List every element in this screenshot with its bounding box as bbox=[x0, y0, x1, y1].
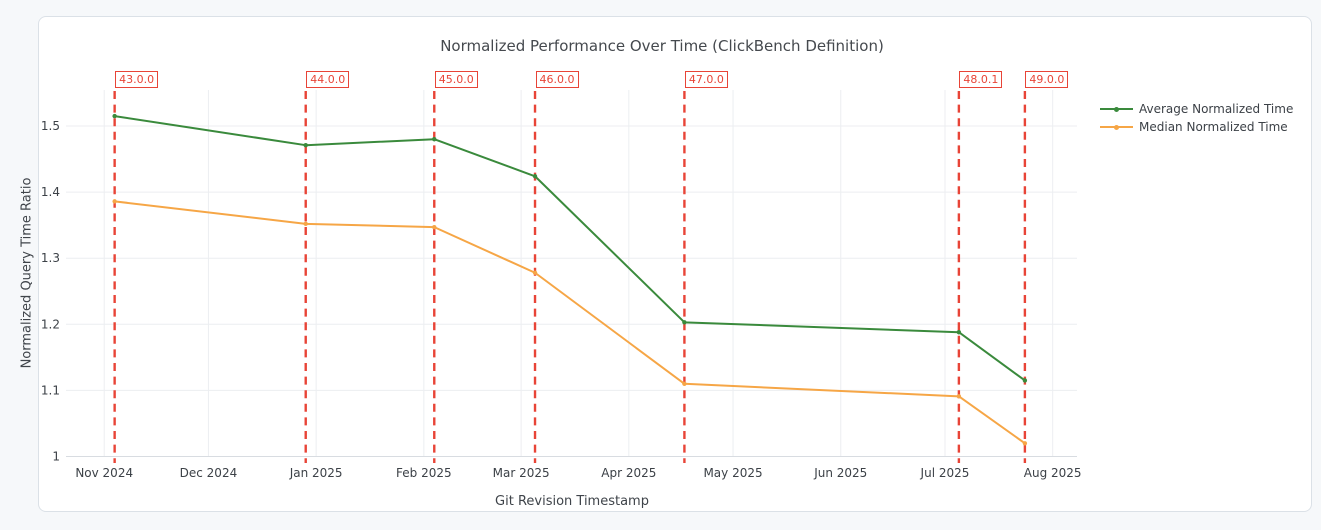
legend-label-average: Average Normalized Time bbox=[1139, 102, 1294, 116]
chart-card bbox=[38, 16, 1312, 512]
legend-line-average-icon bbox=[1100, 100, 1133, 118]
x-tick-label: Jan 2025 bbox=[289, 466, 343, 480]
x-tick-label: Apr 2025 bbox=[601, 466, 656, 480]
legend-line-median-icon bbox=[1100, 118, 1133, 136]
y-tick-label: 1.4 bbox=[41, 185, 60, 199]
legend-label-median: Median Normalized Time bbox=[1139, 120, 1288, 134]
x-tick-label: Jun 2025 bbox=[813, 466, 867, 480]
data-point-average-normalized-time[interactable] bbox=[532, 174, 538, 179]
data-point-average-normalized-time[interactable] bbox=[432, 137, 437, 142]
x-tick-label: Jul 2025 bbox=[920, 466, 970, 480]
y-tick-label: 1.1 bbox=[41, 383, 60, 397]
legend: Average Normalized Time Median Normalize… bbox=[1100, 100, 1293, 136]
data-point-median-normalized-time[interactable] bbox=[112, 199, 117, 204]
y-axis-title: Normalized Query Time Ratio bbox=[19, 177, 35, 369]
x-tick-label: Mar 2025 bbox=[493, 466, 550, 480]
x-tick-label: Nov 2024 bbox=[75, 466, 133, 480]
data-point-average-normalized-time[interactable] bbox=[956, 330, 962, 335]
y-tick-label: 1.2 bbox=[41, 317, 60, 331]
data-point-median-normalized-time[interactable] bbox=[303, 221, 308, 227]
data-point-average-normalized-time[interactable] bbox=[682, 320, 687, 325]
series-line-average-normalized-time[interactable] bbox=[113, 115, 1026, 382]
x-tick-label: Feb 2025 bbox=[396, 466, 452, 480]
series-line-median-normalized-time[interactable] bbox=[113, 200, 1026, 445]
y-tick-label: 1.3 bbox=[41, 251, 60, 265]
data-point-median-normalized-time[interactable] bbox=[532, 270, 538, 275]
data-point-median-normalized-time[interactable] bbox=[956, 394, 962, 399]
data-point-median-normalized-time[interactable] bbox=[682, 381, 687, 386]
chart-title: Normalized Performance Over Time (ClickB… bbox=[440, 37, 884, 55]
legend-item-average[interactable]: Average Normalized Time bbox=[1100, 100, 1293, 118]
data-point-median-normalized-time[interactable] bbox=[1022, 441, 1028, 446]
x-axis-title: Git Revision Timestamp bbox=[495, 494, 649, 509]
data-point-average-normalized-time[interactable] bbox=[303, 142, 308, 148]
y-tick-label: 1 bbox=[52, 450, 60, 464]
legend-item-median[interactable]: Median Normalized Time bbox=[1100, 118, 1293, 136]
data-point-average-normalized-time[interactable] bbox=[112, 113, 117, 119]
x-tick-label: Dec 2024 bbox=[180, 466, 238, 480]
x-tick-label: May 2025 bbox=[703, 466, 762, 480]
x-tick-label: Aug 2025 bbox=[1024, 466, 1082, 480]
data-point-average-normalized-time[interactable] bbox=[1022, 378, 1028, 383]
data-point-median-normalized-time[interactable] bbox=[432, 224, 437, 230]
y-tick-label: 1.5 bbox=[41, 119, 60, 133]
